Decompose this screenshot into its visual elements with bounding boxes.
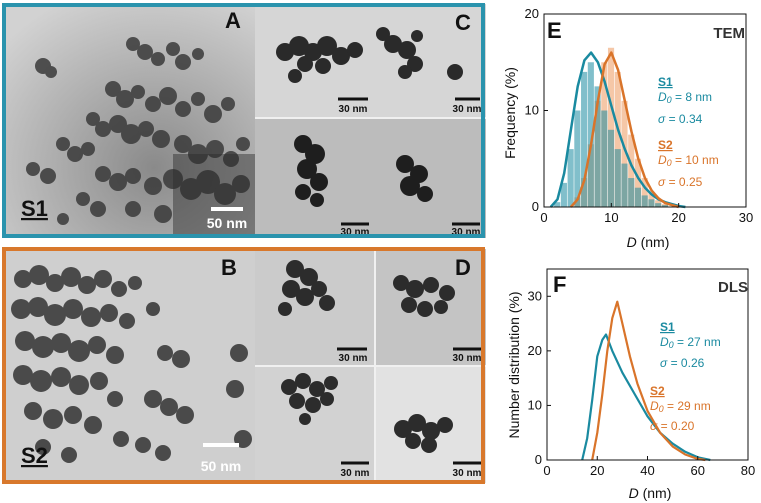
histogram-bar-s1 — [574, 110, 581, 207]
svg-text:D0 = 27 nm: D0 = 27 nm — [660, 335, 721, 350]
histogram-bar-s1 — [655, 203, 662, 207]
svg-text:D0 = 29 nm: D0 = 29 nm — [650, 399, 711, 414]
histogram-bar-s1 — [661, 205, 668, 207]
svg-text:D0 = 8 nm: D0 = 8 nm — [658, 90, 712, 105]
histogram-bar-s1 — [607, 129, 615, 207]
histogram-bar-s1 — [648, 199, 655, 207]
histogram-bar-s1 — [641, 195, 648, 207]
chart-f-dls: 0 20 40 60 80 0 10 20 30 F DLS Number distributi… — [506, 268, 755, 501]
histogram-bar-s1 — [581, 71, 588, 208]
chart-e-method: TEM — [713, 25, 745, 42]
histogram-bar-s1 — [614, 149, 621, 207]
tem-image-a: 50 nm A S1 — [3, 4, 255, 238]
svg-text:σ = 0.25: σ = 0.25 — [658, 175, 703, 189]
histogram-bar-s1 — [567, 149, 574, 207]
y-tick-label: 10 — [528, 397, 542, 412]
panel-letter-a: A — [225, 8, 241, 33]
svg-text:30 nm: 30 nm — [452, 227, 481, 238]
histogram-bar-s1 — [554, 202, 561, 207]
plot-frame — [546, 268, 749, 461]
s2-frame — [2, 247, 485, 484]
x-tick-label: 80 — [741, 463, 755, 478]
scale-label-d-2: 30 nm — [453, 353, 482, 364]
scale-label-d-3: 30 nm — [341, 468, 370, 479]
histogram-bar-s1 — [594, 86, 601, 207]
histogram-bar-s2 — [641, 178, 648, 207]
svg-text:S2: S2 — [650, 384, 665, 398]
panel-letter-b: B — [221, 255, 237, 280]
y-tick-label: 10 — [525, 103, 539, 118]
chart-e-annotation-s2: S2 D0 = 10 nm σ = 0.25 — [658, 138, 719, 189]
tem-image-c: 30 nm 30 nm 30 nm 30 nm C — [255, 4, 486, 238]
tem-panel-b: 50 nm B S2 — [3, 249, 255, 483]
y-tick-label: 0 — [535, 452, 542, 467]
scale-label-c-top: 30 nm — [339, 104, 368, 115]
svg-text:S1: S1 — [660, 320, 675, 334]
chart-f-ylabel: Number distribution (%) — [506, 291, 522, 438]
svg-text:S1: S1 — [658, 75, 673, 89]
chart-e-letter: E — [547, 18, 562, 43]
s1-frame — [2, 3, 485, 238]
panel-letter-c: C — [455, 10, 471, 35]
svg-text:D0 = 10 nm: D0 = 10 nm — [658, 153, 719, 168]
x-tick-label: 20 — [590, 463, 604, 478]
chart-e-annotation-s1: S1 D0 = 8 nm σ = 0.34 — [658, 75, 712, 126]
sample-label-s1: S1 — [21, 196, 48, 221]
histogram-bar-s1 — [560, 182, 567, 207]
sample-label-s2: S2 — [21, 443, 48, 468]
svg-text:σ = 0.26: σ = 0.26 — [660, 356, 705, 370]
scale-label-b: 50 nm — [201, 458, 241, 474]
tem-panel-d: 30 nm 30 nm 30 nm 30 nm D — [255, 249, 486, 483]
x-tick-label: 60 — [691, 463, 705, 478]
histogram-bar-s1 — [601, 110, 608, 207]
histogram-bar-s2 — [634, 158, 642, 207]
tem-panel-c: 30 nm 30 nm 30 nm 30 nm C — [255, 4, 486, 238]
histogram-bar-s1 — [621, 163, 628, 207]
histogram-bar-s1 — [587, 62, 594, 207]
tem-panel-a: 50 nm A S1 — [3, 4, 255, 238]
histogram-bar-s2 — [607, 47, 615, 208]
svg-text:σ = 0.34: σ = 0.34 — [658, 112, 703, 126]
histogram-bar-s2 — [614, 71, 621, 208]
chart-f-xlabel: D (nm) — [629, 485, 672, 501]
histogram-bar-s2 — [628, 134, 635, 207]
fit-curve-s2 — [569, 51, 680, 209]
histogram-bar-s1 — [634, 187, 642, 207]
histogram-bar-s1 — [628, 178, 635, 207]
histogram-bar-s2 — [621, 100, 628, 207]
y-tick-label: 20 — [525, 6, 539, 21]
svg-text:S2: S2 — [658, 138, 673, 152]
distribution-line-s2 — [591, 300, 706, 462]
x-tick-label: 20 — [671, 210, 685, 225]
chart-f-method: DLS — [718, 279, 748, 296]
y-tick-label: 20 — [528, 343, 542, 358]
chart-f-letter: F — [553, 272, 566, 297]
tem-image-d: 30 nm 30 nm 30 nm 30 nm D — [255, 249, 486, 483]
chart-e-xlabel: D (nm) — [627, 234, 670, 250]
chart-f-annotation-s1: S1 D0 = 27 nm σ = 0.26 — [660, 320, 721, 370]
x-tick-label: 30 — [739, 210, 753, 225]
y-tick-label: 0 — [532, 199, 539, 214]
svg-text:σ = 0.20: σ = 0.20 — [650, 419, 695, 433]
y-tick-label: 30 — [528, 288, 542, 303]
scale-label-a: 50 nm — [207, 215, 247, 231]
scale-label-d-1: 30 nm — [339, 353, 368, 364]
chart-e-ylabel: Frequency (%) — [502, 67, 518, 159]
tem-image-b: 50 nm B S2 — [3, 249, 255, 483]
panel-letter-d: D — [455, 255, 471, 280]
scale-label-c-bottom: 30 nm — [341, 227, 370, 238]
distribution-line-s1 — [581, 333, 711, 462]
chart-f-annotation-s2: S2 D0 = 29 nm σ = 0.20 — [650, 384, 711, 433]
x-tick-label: 10 — [604, 210, 618, 225]
scale-label-d-4: 30 nm — [453, 468, 482, 479]
x-tick-label: 0 — [543, 463, 550, 478]
x-tick-label: 0 — [540, 210, 547, 225]
scale-label-c-right: 30 nm — [453, 104, 482, 115]
x-tick-label: 40 — [640, 463, 654, 478]
